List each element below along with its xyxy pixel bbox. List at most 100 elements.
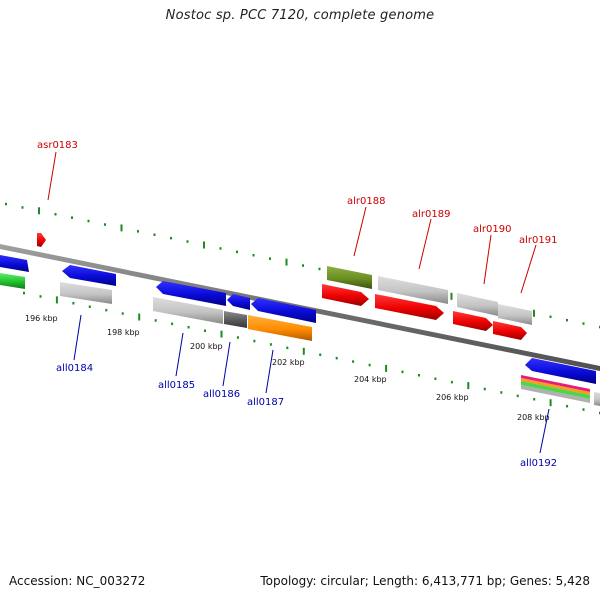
gene-arrow-all0192[interactable] [525,358,596,384]
lower-minor-tick [516,394,519,398]
lower-minor-tick [401,370,404,374]
upper-minor-tick [269,257,271,260]
upper-minor-tick [186,240,189,243]
gene-box-all0187[interactable] [248,315,312,341]
gene-box-grey-alr0191[interactable] [498,304,532,325]
gene-label-all0185[interactable]: all0185 [158,380,195,391]
scale-label-208kbp: 208 kbp [517,413,550,422]
gene-label-all0186[interactable]: all0186 [203,389,240,400]
gene-stripe-orange [521,378,590,395]
gene-label-all0192[interactable]: all0192 [520,458,557,469]
gene-arrow-all0185[interactable] [156,281,226,306]
leader-all0192 [539,408,550,454]
lower-minor-tick [236,336,239,339]
lower-major-tick [302,347,305,355]
scale-label-206kbp: 206 kbp [436,393,469,402]
upper-minor-tick [236,250,238,254]
gene-arrow-alr0191[interactable] [493,321,527,340]
gene-arrow-alr0190[interactable] [453,311,493,331]
lower-tick-track [23,291,600,415]
leader-alr0190 [483,234,492,285]
upper-major-tick [285,258,288,266]
lower-major-tick [220,330,223,338]
scale-label-204kbp: 204 kbp [354,375,387,384]
gene-box-alr0188[interactable] [327,266,372,289]
gene-box-grey-alr0189[interactable] [378,276,448,304]
topology-summary: Topology: circular; Length: 6,413,771 bp… [260,574,590,588]
lower-minor-tick [154,319,157,322]
lower-major-tick [467,382,470,390]
lower-minor-tick [269,343,272,346]
upper-major-tick [533,309,535,317]
upper-minor-tick [318,267,321,271]
upper-major-tick [38,207,40,215]
lower-minor-tick [566,404,569,408]
lower-minor-tick [533,398,536,401]
gene-arrow-blue-left-edge[interactable] [0,255,29,272]
scale-label-196kbp: 196 kbp [25,314,58,323]
upper-minor-tick [87,219,90,223]
leader-all0186 [222,341,231,387]
lower-minor-tick [204,329,206,332]
upper-minor-tick [54,213,57,216]
lower-minor-tick [187,326,190,329]
upper-minor-tick [5,202,7,206]
lower-major-tick [385,364,388,372]
upper-minor-tick [252,254,255,257]
leader-all0184 [73,314,82,361]
leader-alr0189 [418,218,432,270]
upper-minor-tick [104,223,106,226]
lower-minor-tick [368,363,371,367]
upper-major-tick [203,241,205,249]
upper-minor-tick [566,318,568,322]
leader-asr0183 [47,151,57,201]
gene-box-grey-alr0190[interactable] [457,293,498,316]
scale-label-198kbp: 198 kbp [107,328,140,337]
gene-label-all0184[interactable]: all0184 [56,363,93,374]
leader-all0185 [175,332,184,377]
lower-minor-tick [88,305,91,308]
lower-minor-tick [450,380,453,384]
lower-major-tick [549,399,552,407]
gene-label-alr0189[interactable]: alr0189 [412,209,450,220]
lower-minor-tick [72,302,75,305]
gene-arrow-alr0189[interactable] [375,294,444,320]
upper-major-tick [450,292,453,300]
gene-label-alr0190[interactable]: alr0190 [473,224,511,235]
gene-arrow-all0186[interactable] [227,294,250,310]
scale-label-202kbp: 202 kbp [272,358,305,367]
gene-label-alr0191[interactable]: alr0191 [519,235,557,246]
lower-minor-tick [483,387,486,391]
lower-major-tick [55,296,58,304]
upper-minor-tick [71,216,73,219]
gene-label-alr0188[interactable]: alr0188 [347,196,385,207]
upper-minor-tick [153,233,156,236]
gene-arrow-alr0188[interactable] [322,284,369,306]
gene-arrow-all0187[interactable] [251,298,316,323]
lower-minor-tick [319,353,322,356]
gene-arrow-green-left-edge[interactable] [0,273,25,289]
gene-box-all0186[interactable] [224,311,247,328]
lower-minor-tick [121,312,124,315]
gene-label-all0187[interactable]: all0187 [247,397,284,408]
leader-alr0188 [353,206,367,257]
gene-box-grey-right-edge[interactable] [594,392,600,406]
gene-stripe-green [521,381,590,399]
upper-minor-tick [582,322,585,325]
upper-minor-tick [219,247,222,250]
lower-minor-tick [418,374,420,377]
lower-minor-tick [335,356,338,360]
leader-alr0191 [520,244,537,294]
gene-arrow-all0184[interactable] [62,265,116,286]
lower-minor-tick [23,291,25,295]
lower-minor-tick [171,322,174,326]
gene-label-asr0183[interactable]: asr0183 [37,140,78,151]
upper-major-tick [120,224,123,232]
gene-box-grey-1[interactable] [60,282,112,304]
gene-box-grey-2[interactable] [153,297,223,324]
lower-minor-tick [434,377,437,380]
upper-minor-tick [549,315,552,318]
gene-arrow-asr0183[interactable] [37,233,46,247]
lower-minor-tick [500,391,503,394]
